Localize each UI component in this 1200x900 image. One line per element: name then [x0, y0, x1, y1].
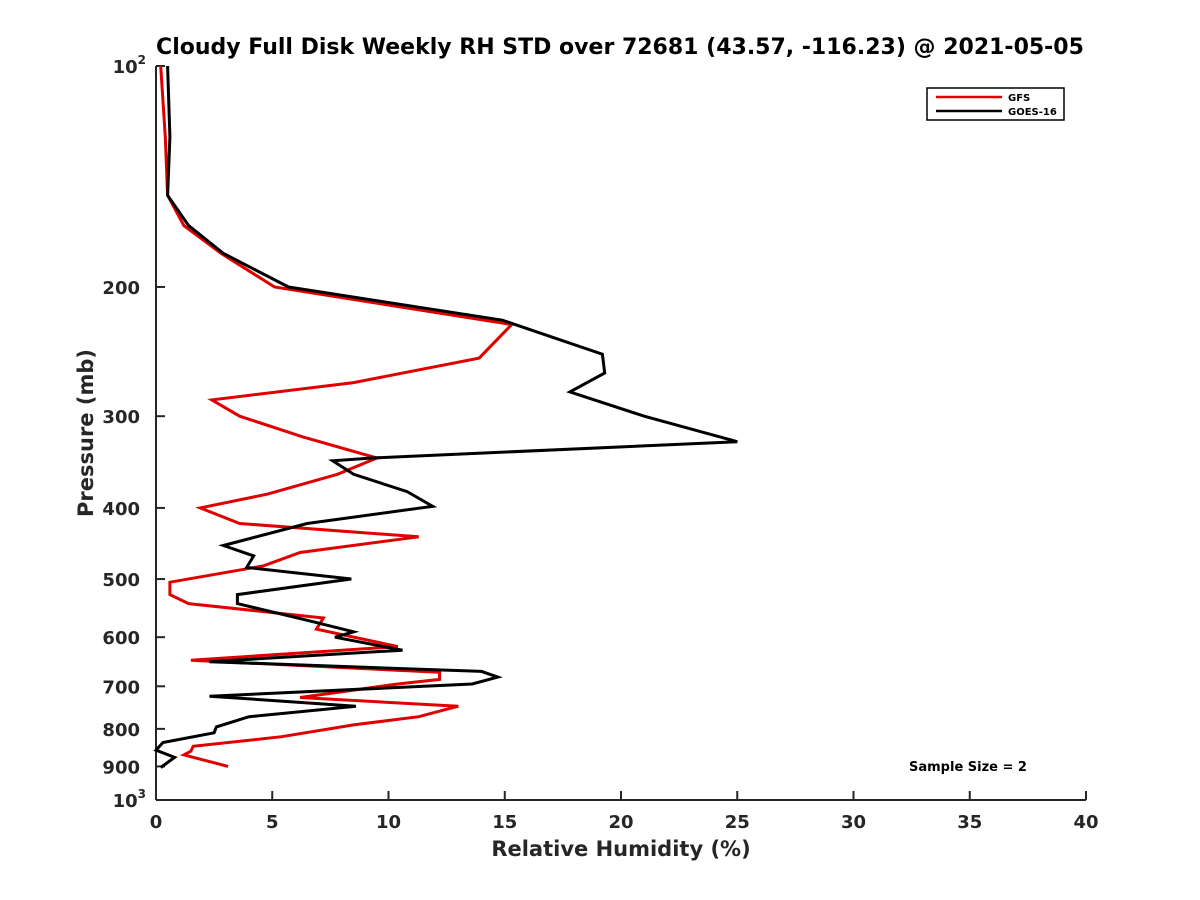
series-layer [153, 65, 738, 769]
y-tick-label: 102 [113, 53, 146, 78]
legend-goes16-label: GOES-16 [1008, 107, 1057, 118]
x-tick-label: 25 [725, 812, 750, 833]
series-line-goes16 [153, 65, 738, 769]
y-tick-label: 500 [102, 570, 140, 591]
y-tick-label: 800 [102, 720, 140, 741]
legend: GFS GOES-16 [926, 87, 1065, 121]
chart-title: Cloudy Full Disk Weekly RH STD over 7268… [156, 35, 1084, 60]
legend-gfs-label: GFS [1008, 93, 1030, 104]
y-tick-label: 200 [102, 278, 140, 299]
y-tick-exponent: 3 [138, 787, 146, 801]
y-tick-label: 700 [102, 677, 140, 698]
y-tick-base: 10 [113, 791, 138, 812]
x-tick-label: 0 [150, 812, 163, 833]
x-tick-label: 15 [492, 812, 517, 833]
legend-box [926, 87, 1065, 121]
y-tick-label: 900 [102, 757, 140, 778]
y-tick-base: 10 [113, 57, 138, 78]
y-tick-exponent: 2 [138, 53, 146, 67]
y-axis-label: Pressure (mb) [74, 349, 98, 517]
x-tick-label: 10 [376, 812, 401, 833]
x-tick-label: 40 [1073, 812, 1098, 833]
x-tick-label: 5 [266, 812, 279, 833]
x-axis-label: Relative Humidity (%) [491, 837, 750, 861]
series-line-gfs [159, 65, 515, 768]
y-tick-label: 300 [102, 407, 140, 428]
x-ticks: 0 5 10 15 20 25 30 35 40 [150, 791, 1099, 833]
y-tick-label: 400 [102, 499, 140, 520]
y-tick-label: 103 [113, 787, 146, 812]
sample-size-annotation: Sample Size = 2 [909, 760, 1027, 775]
x-tick-label: 30 [841, 812, 866, 833]
y-tick-label: 600 [102, 628, 140, 649]
x-tick-label: 20 [608, 812, 633, 833]
x-tick-label: 35 [957, 812, 982, 833]
